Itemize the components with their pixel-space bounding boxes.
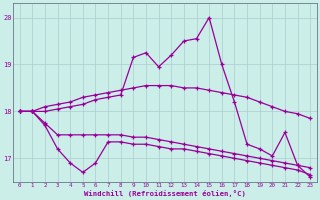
X-axis label: Windchill (Refroidissement éolien,°C): Windchill (Refroidissement éolien,°C) xyxy=(84,190,246,197)
